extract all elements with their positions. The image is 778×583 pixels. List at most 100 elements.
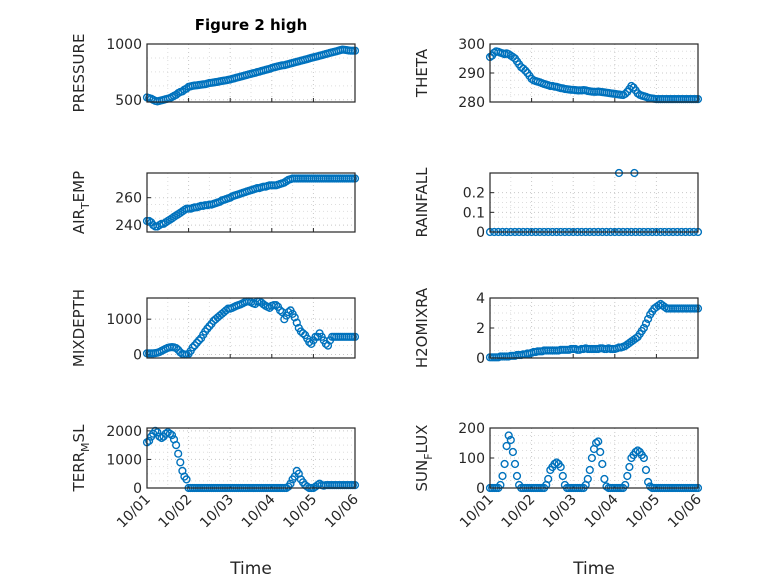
y-tick-label: 0 xyxy=(133,481,142,497)
axes-box xyxy=(489,172,699,233)
data-point xyxy=(585,465,594,475)
axes-box xyxy=(489,297,699,359)
axes-box xyxy=(146,43,356,103)
subplot-4: 0 0.1 0.2 RAINFALL xyxy=(413,167,703,241)
data-point xyxy=(205,322,214,331)
y-axis-label: AIRTEMP xyxy=(70,171,92,234)
data-point xyxy=(192,338,202,347)
data-point xyxy=(521,66,530,75)
data-point xyxy=(594,437,603,446)
data-point xyxy=(298,329,308,338)
data-point xyxy=(550,459,559,469)
data-point xyxy=(194,336,204,345)
series-markers xyxy=(142,174,360,231)
y-tick-label: 100 xyxy=(458,451,485,467)
y-tick-label: 1000 xyxy=(106,452,142,468)
data-point xyxy=(544,474,553,484)
data-point xyxy=(591,438,601,448)
data-point xyxy=(188,343,197,352)
x-tick-label: 10/02 xyxy=(156,492,196,532)
data-point xyxy=(512,471,522,481)
data-point xyxy=(504,431,513,440)
data-point xyxy=(508,447,518,457)
data-point xyxy=(596,447,605,457)
data-point xyxy=(552,458,561,467)
data-point xyxy=(145,436,154,446)
y-axis-label: TERRMSL xyxy=(70,424,92,493)
x-tick-label: 10/02 xyxy=(499,492,539,532)
y-axis-label-rest: EMP xyxy=(70,171,88,202)
y-tick-label: 290 xyxy=(458,66,485,82)
y-tick-label: 240 xyxy=(115,218,142,234)
y-tick-label: 200 xyxy=(458,421,485,437)
x-tick-label: 10/05 xyxy=(280,492,320,532)
x-tick-label: 10/03 xyxy=(197,492,237,532)
data-point xyxy=(271,301,281,310)
data-point xyxy=(153,428,162,437)
data-point xyxy=(176,458,185,467)
data-point xyxy=(598,459,607,469)
data-point xyxy=(643,314,653,324)
axes-box xyxy=(489,427,699,489)
axes-box xyxy=(146,172,356,233)
data-point xyxy=(174,449,183,458)
data-point xyxy=(587,453,597,463)
y-tick-label: 1000 xyxy=(106,37,142,53)
series-markers xyxy=(142,297,360,359)
data-point xyxy=(290,313,299,322)
y-tick-label: 1000 xyxy=(106,312,142,328)
data-point xyxy=(498,471,507,481)
y-axis-label: H2OMIXRA xyxy=(413,287,431,368)
y-axis-label-subscript: F xyxy=(422,453,435,459)
y-tick-label: 260 xyxy=(115,191,142,207)
figure-title: Figure 2 high xyxy=(195,16,308,34)
data-point xyxy=(276,306,285,315)
axes-box xyxy=(489,43,699,103)
subplot-5: 0 1000 MIXDEPTH xyxy=(70,289,360,367)
data-point xyxy=(639,453,649,463)
data-point xyxy=(292,318,301,327)
y-axis-label-subscript: T xyxy=(79,202,92,210)
y-tick-label: 0 xyxy=(476,351,485,367)
y-tick-label: 2 xyxy=(476,321,485,337)
data-point xyxy=(600,474,609,484)
data-point xyxy=(182,475,191,484)
data-point xyxy=(284,308,293,317)
axes-box xyxy=(146,427,356,489)
subplot-6: 0 2 4 H2OMIXRA xyxy=(413,287,703,368)
data-point xyxy=(286,479,295,488)
y-axis-label-subscript: M xyxy=(79,442,92,452)
y-tick-label: 4 xyxy=(476,291,485,307)
data-point xyxy=(633,446,642,455)
subplot-2: 280 290 300 THETA xyxy=(413,37,703,111)
data-point xyxy=(631,334,640,343)
data-point xyxy=(157,433,166,443)
data-point xyxy=(519,64,528,73)
data-point xyxy=(623,471,632,481)
data-point xyxy=(323,341,333,350)
y-tick-label: 0 xyxy=(476,225,485,241)
x-axis-label-right: Time xyxy=(572,559,615,579)
data-point xyxy=(631,447,640,457)
data-point xyxy=(625,462,634,472)
data-point xyxy=(641,465,651,475)
x-tick-label: 10/05 xyxy=(623,492,663,532)
data-point xyxy=(500,459,509,469)
y-tick-label: 300 xyxy=(458,37,485,53)
x-tick-label: 10/03 xyxy=(540,492,580,532)
series-markers xyxy=(142,45,360,106)
y-tick-label: 0 xyxy=(476,481,485,497)
y-axis-label-rest: SL xyxy=(70,424,88,443)
series-markers xyxy=(485,431,703,493)
y-tick-label: 2000 xyxy=(106,424,142,440)
data-point xyxy=(621,89,630,99)
subplot-8: 0 100 200 SUNFLUX 10/01 10/02 10/03 10/04 10/05 1… xyxy=(413,421,705,531)
y-tick-label: 0.1 xyxy=(463,205,485,221)
data-point xyxy=(172,344,181,353)
y-axis-label: PRESSURE xyxy=(70,34,88,113)
y-tick-label: 0.2 xyxy=(463,186,485,202)
y-axis-label: SUNFLUX xyxy=(413,425,435,492)
subplot-1: 500 1000 PRESSURE xyxy=(70,34,360,113)
